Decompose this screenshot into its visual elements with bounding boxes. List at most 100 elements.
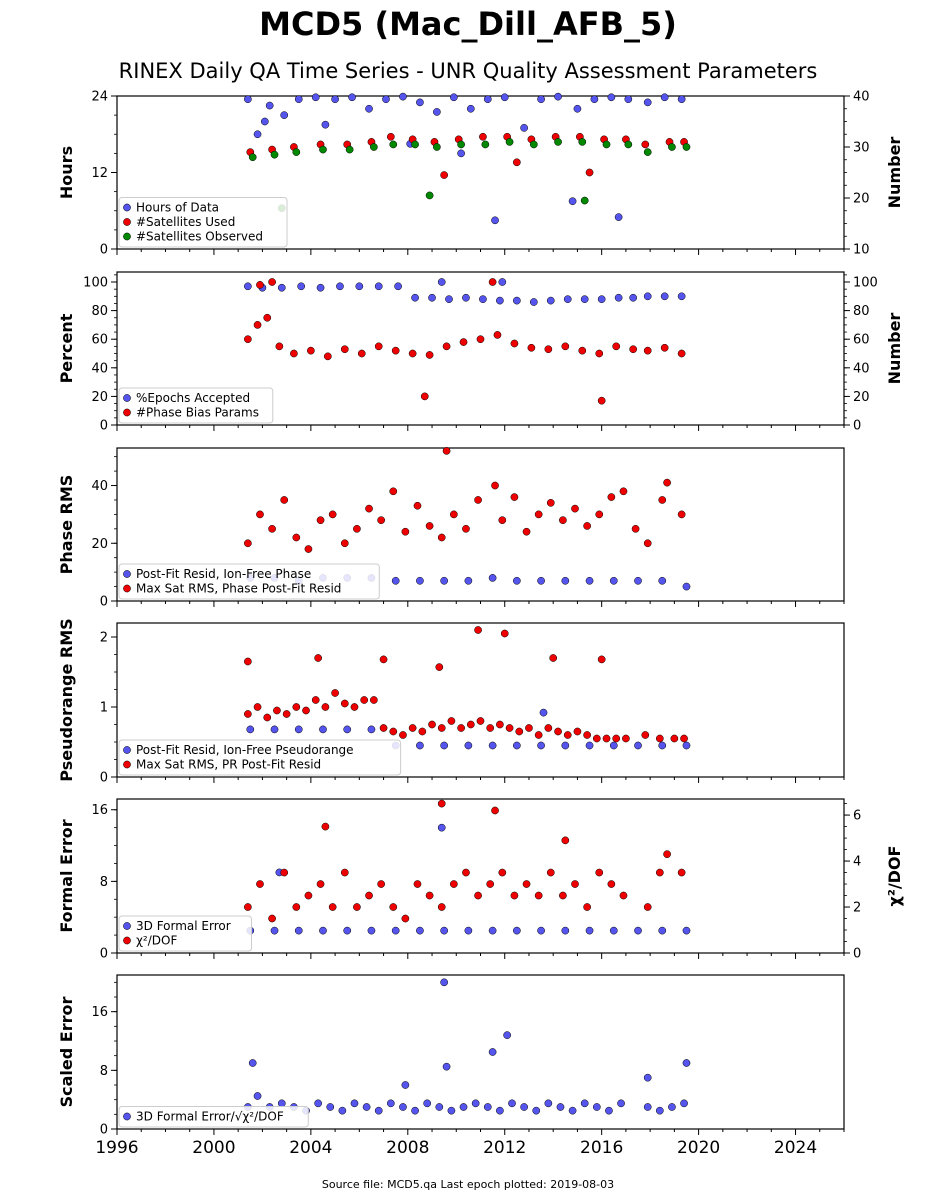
x-tick-label: 2012 [483,1138,526,1158]
legend-label: 3D Formal Error [136,919,231,933]
data-point [532,1106,541,1115]
data-point [294,926,303,935]
data-point [319,145,327,154]
data-point [355,282,364,291]
y2-tick-label: 30 [853,141,870,156]
data-point [282,710,291,718]
data-point [643,292,652,301]
data-point [440,978,448,987]
legend-label: #Satellites Used [136,215,235,229]
data-point [413,501,422,510]
data-point [559,516,567,525]
data-point [483,95,492,104]
panel-4: 0 1 2 Pseudorange RMS Post-Fit Resid, Ion-Fr… [57,618,845,786]
series-2 [244,626,688,743]
y-tick-label: 40 [91,479,108,494]
data-point [379,724,388,732]
y-tick-label: 24 [91,90,108,105]
data-point [401,527,410,536]
data-point [244,95,252,104]
footer-source: Source file: MCD5.qa Last epoch plotted:… [322,1178,614,1191]
data-point [597,295,606,304]
data-point [670,734,679,743]
legend-marker [123,232,131,241]
data-point [292,703,301,711]
data-point [457,140,465,149]
panel-6: 0 8 16 Scaled Error 3D Formal Error/√χ²/DOF 1… [57,974,845,1158]
data-point [365,504,373,513]
data-point [643,346,652,355]
data-point [479,295,487,304]
data-point [568,1106,577,1115]
data-point [445,295,453,304]
y-tick-label: 16 [91,803,108,818]
y-tick-label: 8 [100,1064,108,1079]
data-point [641,731,650,739]
data-point [549,654,558,662]
data-point [607,93,616,102]
data-point [316,880,325,888]
data-point [260,117,269,126]
data-point [365,891,373,900]
data-point [420,392,429,401]
data-point [612,734,621,743]
data-point [367,926,376,935]
y2-tick-label: 40 [853,361,870,376]
data-point [340,868,349,877]
data-point [302,706,310,715]
data-point [311,696,320,704]
legend-marker [123,570,131,578]
y-axis-label: Phase RMS [57,475,76,575]
data-point [544,1099,553,1108]
data-point [462,524,470,533]
data-point [280,111,289,119]
figure-title: MCD5 (Mac_Dill_AFB_5) [259,5,677,43]
data-point [658,576,667,585]
data-point [326,1103,335,1111]
data-point [607,493,616,501]
data-point [491,481,499,490]
legend-marker [123,922,131,930]
legend-box [118,563,380,600]
data-point [682,1059,691,1067]
data-point [556,1103,565,1111]
data-point [590,95,599,104]
data-point [493,331,502,339]
data-point [554,138,562,146]
legend-label: χ²/DOF [136,934,177,948]
data-point [561,741,570,750]
data-point [522,880,531,888]
data-point [605,1106,613,1115]
data-point [416,98,424,107]
series-1 [246,823,691,935]
data-point [374,1106,383,1115]
legend-marker [123,408,131,417]
data-point [442,447,451,455]
data-point [340,699,349,708]
data-point [488,741,497,750]
y-tick-label: 16 [91,1005,108,1020]
data-point [568,197,577,206]
legend-label: #Satellites Observed [136,230,263,244]
legend-label: #Phase Bias Params [136,406,259,420]
data-point [546,498,555,507]
data-point [573,727,582,736]
data-point [602,140,611,149]
data-point [304,891,313,900]
data-point [513,158,521,167]
data-point [624,140,633,149]
data-point [571,880,579,888]
series-2 [244,278,686,405]
y-tick-label: 0 [100,947,108,962]
data-point [294,95,303,104]
data-point [643,148,652,156]
series-1 [244,92,686,225]
y-tick-label: 0 [100,419,108,434]
data-point [597,655,606,664]
data-point [374,282,383,291]
data-point [382,95,390,104]
data-point [612,342,621,351]
data-point [561,836,570,845]
data-point [408,349,417,358]
data-point [459,338,468,346]
